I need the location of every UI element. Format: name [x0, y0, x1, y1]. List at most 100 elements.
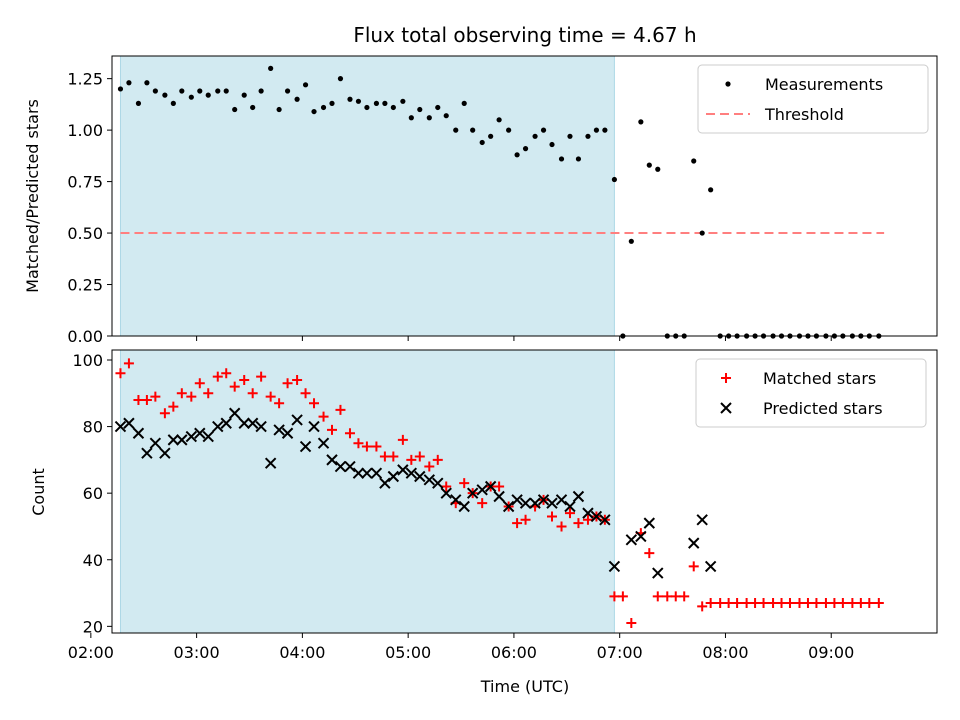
matched-star-point	[873, 598, 884, 609]
measurement-point	[443, 113, 449, 119]
measurement-point	[258, 88, 264, 94]
predicted-star-point	[423, 474, 436, 486]
y-tick-label: 0.75	[67, 173, 103, 192]
predicted-star-point	[625, 534, 638, 546]
measurement-point	[453, 127, 459, 133]
x-tick-label: 04:00	[279, 643, 325, 662]
legend-label: Predicted stars	[763, 399, 883, 418]
matched-star-point	[573, 518, 584, 529]
measurement-point	[355, 98, 362, 104]
predicted-star-point	[493, 490, 505, 503]
y-tick-label: 0.50	[67, 224, 103, 243]
predicted-star-point	[652, 567, 664, 579]
observing-window-shade	[119, 349, 615, 634]
matched-star-point	[750, 598, 761, 609]
measurement-point	[232, 106, 238, 113]
matched-star-point	[203, 388, 214, 399]
measurement-point	[320, 104, 327, 111]
predicted-star-point	[194, 427, 206, 439]
matched-star-point	[662, 591, 673, 602]
predicted-star-point	[537, 494, 550, 506]
measurement-point	[408, 115, 414, 121]
measurement-point	[347, 96, 353, 102]
measurement-point	[708, 187, 714, 193]
matched-star-point	[494, 481, 505, 492]
x-tick-label: 03:00	[174, 643, 220, 662]
measurement-point	[638, 119, 644, 125]
measurement-point	[337, 76, 344, 82]
matched-star-point	[397, 434, 408, 445]
measurement-point	[197, 88, 203, 94]
count-panel-ylabel: Count	[29, 468, 48, 516]
legend-box	[695, 358, 927, 428]
predicted-star-point	[387, 470, 400, 483]
matched-star-point	[837, 598, 848, 609]
predicted-star-point	[246, 417, 259, 429]
matched-star-point	[123, 358, 134, 369]
predicted-star-point	[167, 434, 180, 446]
predicted-star-point	[466, 487, 479, 499]
matched-star-point	[353, 438, 364, 449]
predicted-star-point	[176, 434, 188, 446]
predicted-star-point	[397, 464, 409, 476]
ratio-panel-ylabel: Matched/Predicted stars	[23, 99, 42, 293]
matched-star-point	[414, 451, 425, 462]
legend-label: Measurements	[765, 75, 883, 94]
predicted-star-point	[564, 500, 576, 513]
chart-title: Flux total observing time = 4.67 h	[353, 23, 696, 47]
matched-star-point	[265, 391, 276, 402]
legend-box	[697, 64, 929, 134]
measurement-point	[575, 156, 582, 162]
observing-window-shade	[119, 55, 615, 337]
measurement-point	[302, 82, 309, 88]
measurement-point	[593, 127, 600, 133]
measurement-point	[479, 139, 485, 146]
matched-star-point	[723, 598, 734, 609]
measurement-point	[496, 117, 502, 123]
predicted-star-point	[484, 480, 497, 493]
matched-star-point	[371, 441, 382, 452]
predicted-star-point	[132, 427, 145, 439]
matched-star-point	[194, 378, 205, 389]
legend-label: Threshold	[764, 105, 844, 124]
predicted-star-point	[529, 497, 541, 509]
predicted-star-point	[255, 420, 267, 433]
matched-star-point	[212, 371, 223, 382]
measurement-point	[188, 94, 194, 100]
measurement-point	[373, 100, 380, 106]
measurement-point	[144, 80, 150, 86]
predicted-star-point	[334, 460, 347, 473]
predicted-star-point	[608, 560, 621, 573]
legend-predicted-marker	[720, 402, 732, 414]
matched-star-point	[441, 481, 452, 492]
matched-star-point	[732, 598, 743, 609]
matched-star-point	[864, 598, 875, 609]
matched-star-point	[520, 514, 531, 525]
matched-star-point	[318, 411, 329, 422]
matched-star-point	[855, 598, 866, 609]
measurement-point	[470, 127, 476, 133]
predicted-star-point	[123, 417, 135, 429]
matched-star-point	[644, 548, 655, 559]
measurement-point	[549, 141, 555, 148]
measurement-point	[250, 104, 256, 111]
matched-star-point	[512, 518, 523, 529]
predicted-star-point	[326, 454, 338, 466]
predicted-star-point	[450, 494, 462, 506]
y-tick-label: 0.25	[67, 276, 103, 295]
measurement-point	[162, 92, 168, 98]
matched-star-point	[609, 591, 620, 602]
matched-star-point	[282, 378, 293, 389]
measurement-point	[691, 158, 697, 164]
measurement-point	[646, 162, 652, 168]
matched-star-point	[300, 388, 311, 399]
measurement-point	[585, 133, 591, 139]
measurement-point	[152, 88, 158, 94]
matched-star-point	[256, 371, 267, 382]
predicted-star-point	[379, 477, 391, 489]
measurement-point	[241, 92, 247, 98]
matched-star-point	[670, 591, 681, 602]
measurement-point	[223, 88, 229, 94]
matched-star-point	[802, 598, 813, 609]
